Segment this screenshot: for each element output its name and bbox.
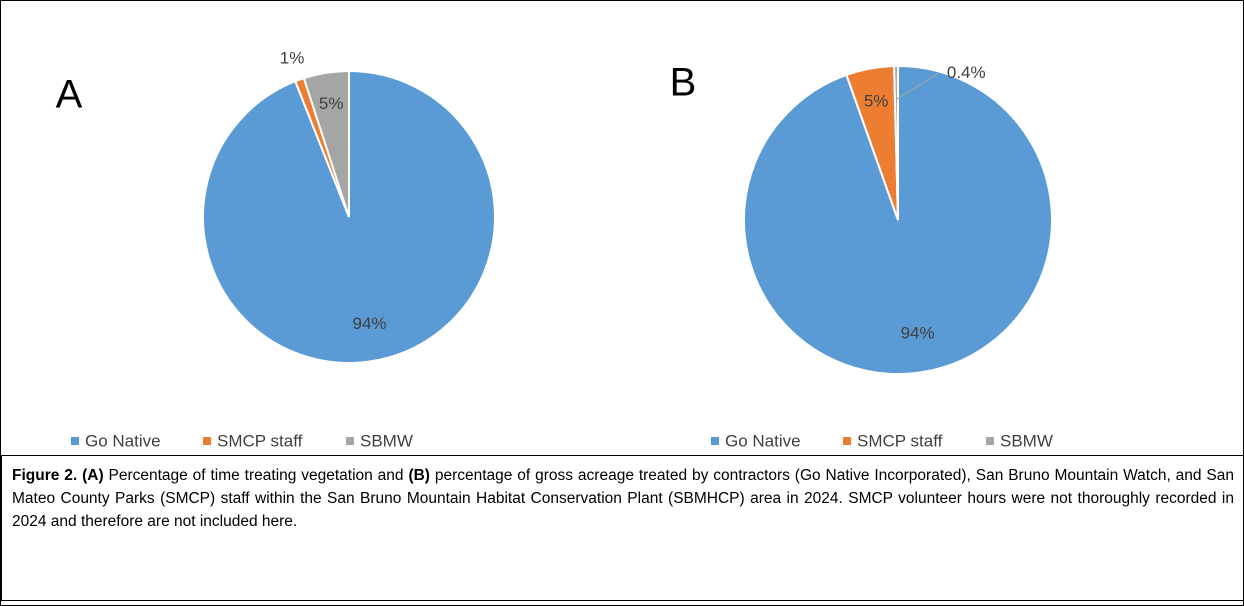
caption-text: Figure 2. [12, 467, 78, 484]
caption-text: Percentage of time treating vegetation a… [103, 467, 409, 484]
data-label: 1% [280, 48, 305, 67]
caption-text: (A) [82, 467, 104, 484]
data-label: 94% [901, 323, 935, 342]
caption-text: (B) [408, 467, 430, 484]
legend-swatch [986, 437, 994, 445]
legend-label: SMCP staff [217, 431, 303, 450]
caption-text: percentage of gross acreage treated by c… [12, 467, 1234, 530]
data-label: 5% [864, 91, 889, 110]
legend-label: SBMW [1000, 431, 1053, 450]
data-label: 5% [319, 94, 344, 113]
pie-title: A [56, 73, 83, 117]
legend-label: Go Native [725, 431, 801, 450]
caption: Figure 2. (A) Percentage of time treatin… [1, 455, 1244, 601]
legend-label: SBMW [360, 431, 413, 450]
legend-label: SMCP staff [857, 431, 943, 450]
pie-slice [302, 69, 350, 218]
legend-swatch [711, 437, 719, 445]
legend-label: Go Native [85, 431, 161, 450]
legend-swatch [346, 437, 354, 445]
leader-line [895, 72, 939, 100]
pie-slice [893, 64, 899, 221]
data-label: 94% [353, 314, 387, 333]
legend-swatch [843, 437, 851, 445]
charts: A 94% Go Native 1% SMCP staff 5% SBMW B 94% Go Na… [56, 48, 1053, 450]
pie-title: B [670, 61, 697, 105]
legend-swatch [203, 437, 211, 445]
legend-swatch [71, 437, 79, 445]
data-label: 0.4% [947, 63, 986, 82]
